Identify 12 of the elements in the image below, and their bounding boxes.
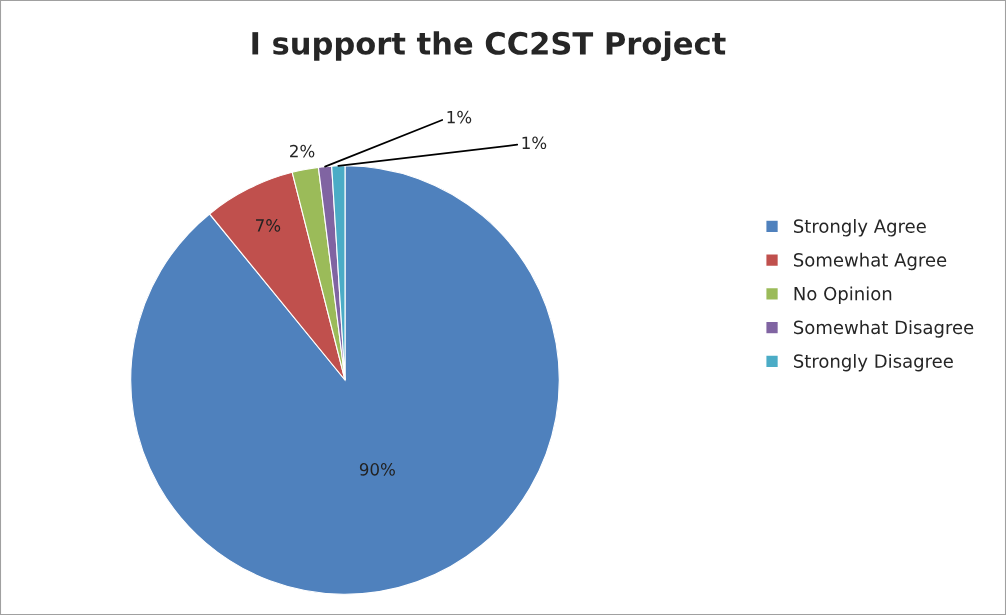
data-label: 2%: [290, 144, 315, 158]
pie-slice: [130, 165, 560, 595]
legend-label: No Opinion: [794, 286, 892, 304]
data-label: 1%: [522, 136, 547, 150]
data-label: 7%: [256, 219, 281, 232]
legend-label: Somewhat Agree: [793, 252, 947, 271]
legend-label: Somewhat Disagree: [793, 320, 974, 338]
data-label: 1%: [447, 110, 472, 124]
legend-label: Strongly Agree: [793, 219, 926, 237]
data-label: 90%: [359, 463, 395, 476]
legend-label: Strongly Disagree: [793, 353, 953, 372]
chart-title: I support the CC2ST Project: [252, 31, 726, 62]
